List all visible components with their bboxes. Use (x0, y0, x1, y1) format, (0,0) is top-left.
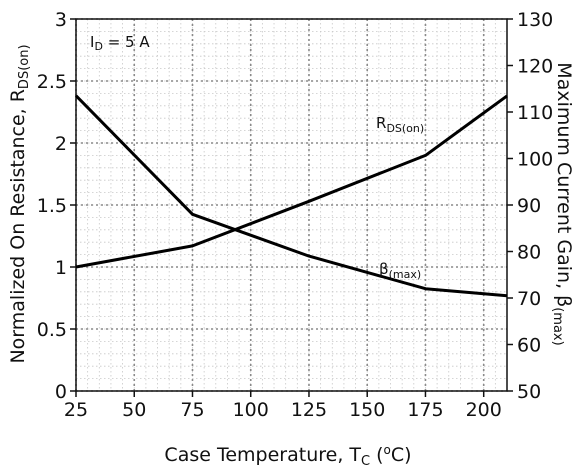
y-right-tick-label: 110 (517, 102, 553, 124)
y-right-tick-label: 50 (517, 381, 541, 403)
x-axis-title: Case Temperature, TC (oC) (164, 443, 411, 468)
x-tick-label: 75 (180, 399, 204, 421)
y-right-tick-label: 130 (517, 9, 553, 31)
y-left-axis-title: Normalized On Resistance, RDS(on) (7, 44, 32, 363)
y-right-tick-label: 60 (517, 335, 541, 357)
y-right-tick-label: 70 (517, 288, 541, 310)
series-label-beta: β(max) (379, 260, 421, 281)
y-right-axis-title: Maximum Current Gain, β(max) (550, 62, 575, 345)
x-tick-label: 200 (466, 399, 502, 421)
x-tick-label: 50 (122, 399, 146, 421)
y-left-tick-label: 1 (55, 257, 67, 279)
series-line-beta (74, 94, 508, 298)
x-tick-label: 100 (233, 399, 269, 421)
y-right-tick-label: 80 (517, 242, 541, 264)
y-left-tick-label: 1.5 (37, 195, 67, 217)
series-line-rdson (75, 94, 508, 269)
y-left-tick-label: 0.5 (37, 319, 67, 341)
x-tick-label: 25 (64, 399, 88, 421)
y-left-tick-label: 3 (55, 9, 67, 31)
y-left-tick-label: 2 (55, 133, 67, 155)
x-tick-label: 150 (349, 399, 385, 421)
tick-marks (70, 18, 513, 397)
grid (75, 18, 508, 392)
x-tick-label: 125 (291, 399, 327, 421)
tick-labels: 25 50 75 100 125 150 175 200 0 0.5 1 1.5 2 2.5 3 50 60 70… (37, 9, 553, 421)
y-right-tick-label: 90 (517, 195, 541, 217)
series-lines (74, 94, 508, 298)
y-left-tick-label: 0 (55, 381, 67, 403)
y-right-tick-label: 100 (517, 149, 553, 171)
series-label-rdson: RDS(on) (376, 114, 424, 135)
y-left-tick-label: 2.5 (37, 71, 67, 93)
x-tick-label: 175 (407, 399, 443, 421)
y-right-tick-label: 120 (517, 56, 553, 78)
condition-annotation: ID = 5 A (90, 33, 150, 53)
